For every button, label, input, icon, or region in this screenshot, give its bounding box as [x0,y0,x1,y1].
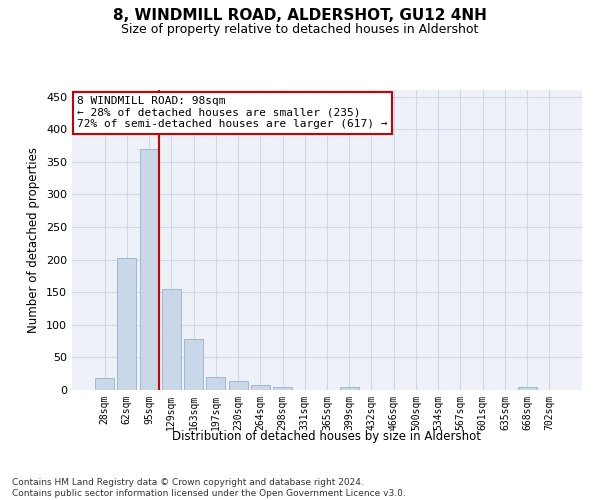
Y-axis label: Number of detached properties: Number of detached properties [28,147,40,333]
Bar [518,388,536,390]
Bar [162,289,181,390]
Bar [273,386,292,390]
Bar [340,388,359,390]
Text: Contains HM Land Registry data © Crown copyright and database right 2024.
Contai: Contains HM Land Registry data © Crown c… [12,478,406,498]
Text: Distribution of detached houses by size in Aldershot: Distribution of detached houses by size … [173,430,482,443]
Text: 8, WINDMILL ROAD, ALDERSHOT, GU12 4NH: 8, WINDMILL ROAD, ALDERSHOT, GU12 4NH [113,8,487,22]
Bar [95,378,114,390]
Bar [118,258,136,390]
Bar [206,377,225,390]
Bar [140,150,158,390]
Bar [229,381,248,390]
Text: 8 WINDMILL ROAD: 98sqm
← 28% of detached houses are smaller (235)
72% of semi-de: 8 WINDMILL ROAD: 98sqm ← 28% of detached… [77,96,388,129]
Bar [251,386,270,390]
Text: Size of property relative to detached houses in Aldershot: Size of property relative to detached ho… [121,22,479,36]
Bar [184,339,203,390]
